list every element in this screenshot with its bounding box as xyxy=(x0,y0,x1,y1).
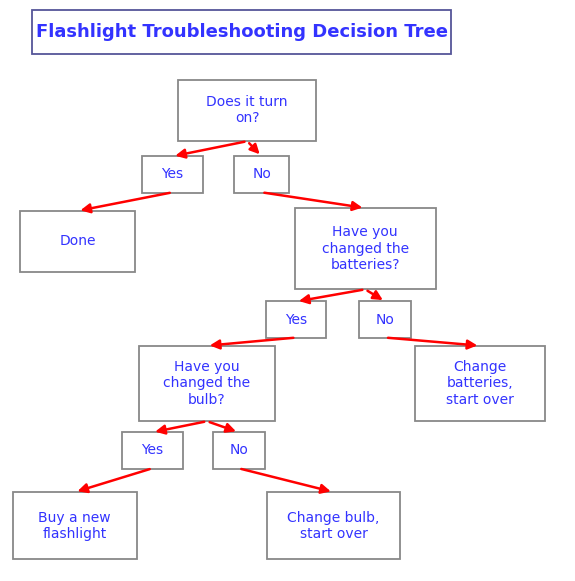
Text: Yes: Yes xyxy=(285,313,307,327)
Text: Buy a new
flashlight: Buy a new flashlight xyxy=(39,511,111,541)
Text: Have you
changed the
batteries?: Have you changed the batteries? xyxy=(321,225,409,272)
Text: No: No xyxy=(376,313,394,327)
FancyBboxPatch shape xyxy=(143,156,203,192)
Text: Change bulb,
start over: Change bulb, start over xyxy=(288,511,380,541)
Text: Does it turn
on?: Does it turn on? xyxy=(206,95,288,125)
Text: Yes: Yes xyxy=(162,167,183,181)
FancyBboxPatch shape xyxy=(415,346,545,421)
FancyBboxPatch shape xyxy=(295,208,436,289)
FancyBboxPatch shape xyxy=(178,80,316,141)
Text: Flashlight Troubleshooting Decision Tree: Flashlight Troubleshooting Decision Tree xyxy=(36,23,447,41)
FancyBboxPatch shape xyxy=(235,156,289,192)
FancyBboxPatch shape xyxy=(267,493,400,559)
FancyBboxPatch shape xyxy=(13,493,137,559)
Text: Done: Done xyxy=(59,234,96,248)
FancyBboxPatch shape xyxy=(122,432,183,468)
FancyBboxPatch shape xyxy=(32,10,451,54)
FancyBboxPatch shape xyxy=(359,302,411,338)
Text: Yes: Yes xyxy=(141,443,163,457)
Text: No: No xyxy=(252,167,271,181)
FancyBboxPatch shape xyxy=(213,432,264,468)
FancyBboxPatch shape xyxy=(20,211,135,272)
FancyBboxPatch shape xyxy=(140,346,275,421)
Text: Change
batteries,
start over: Change batteries, start over xyxy=(446,360,514,407)
Text: No: No xyxy=(229,443,248,457)
Text: Have you
changed the
bulb?: Have you changed the bulb? xyxy=(163,360,251,407)
FancyBboxPatch shape xyxy=(266,302,327,338)
